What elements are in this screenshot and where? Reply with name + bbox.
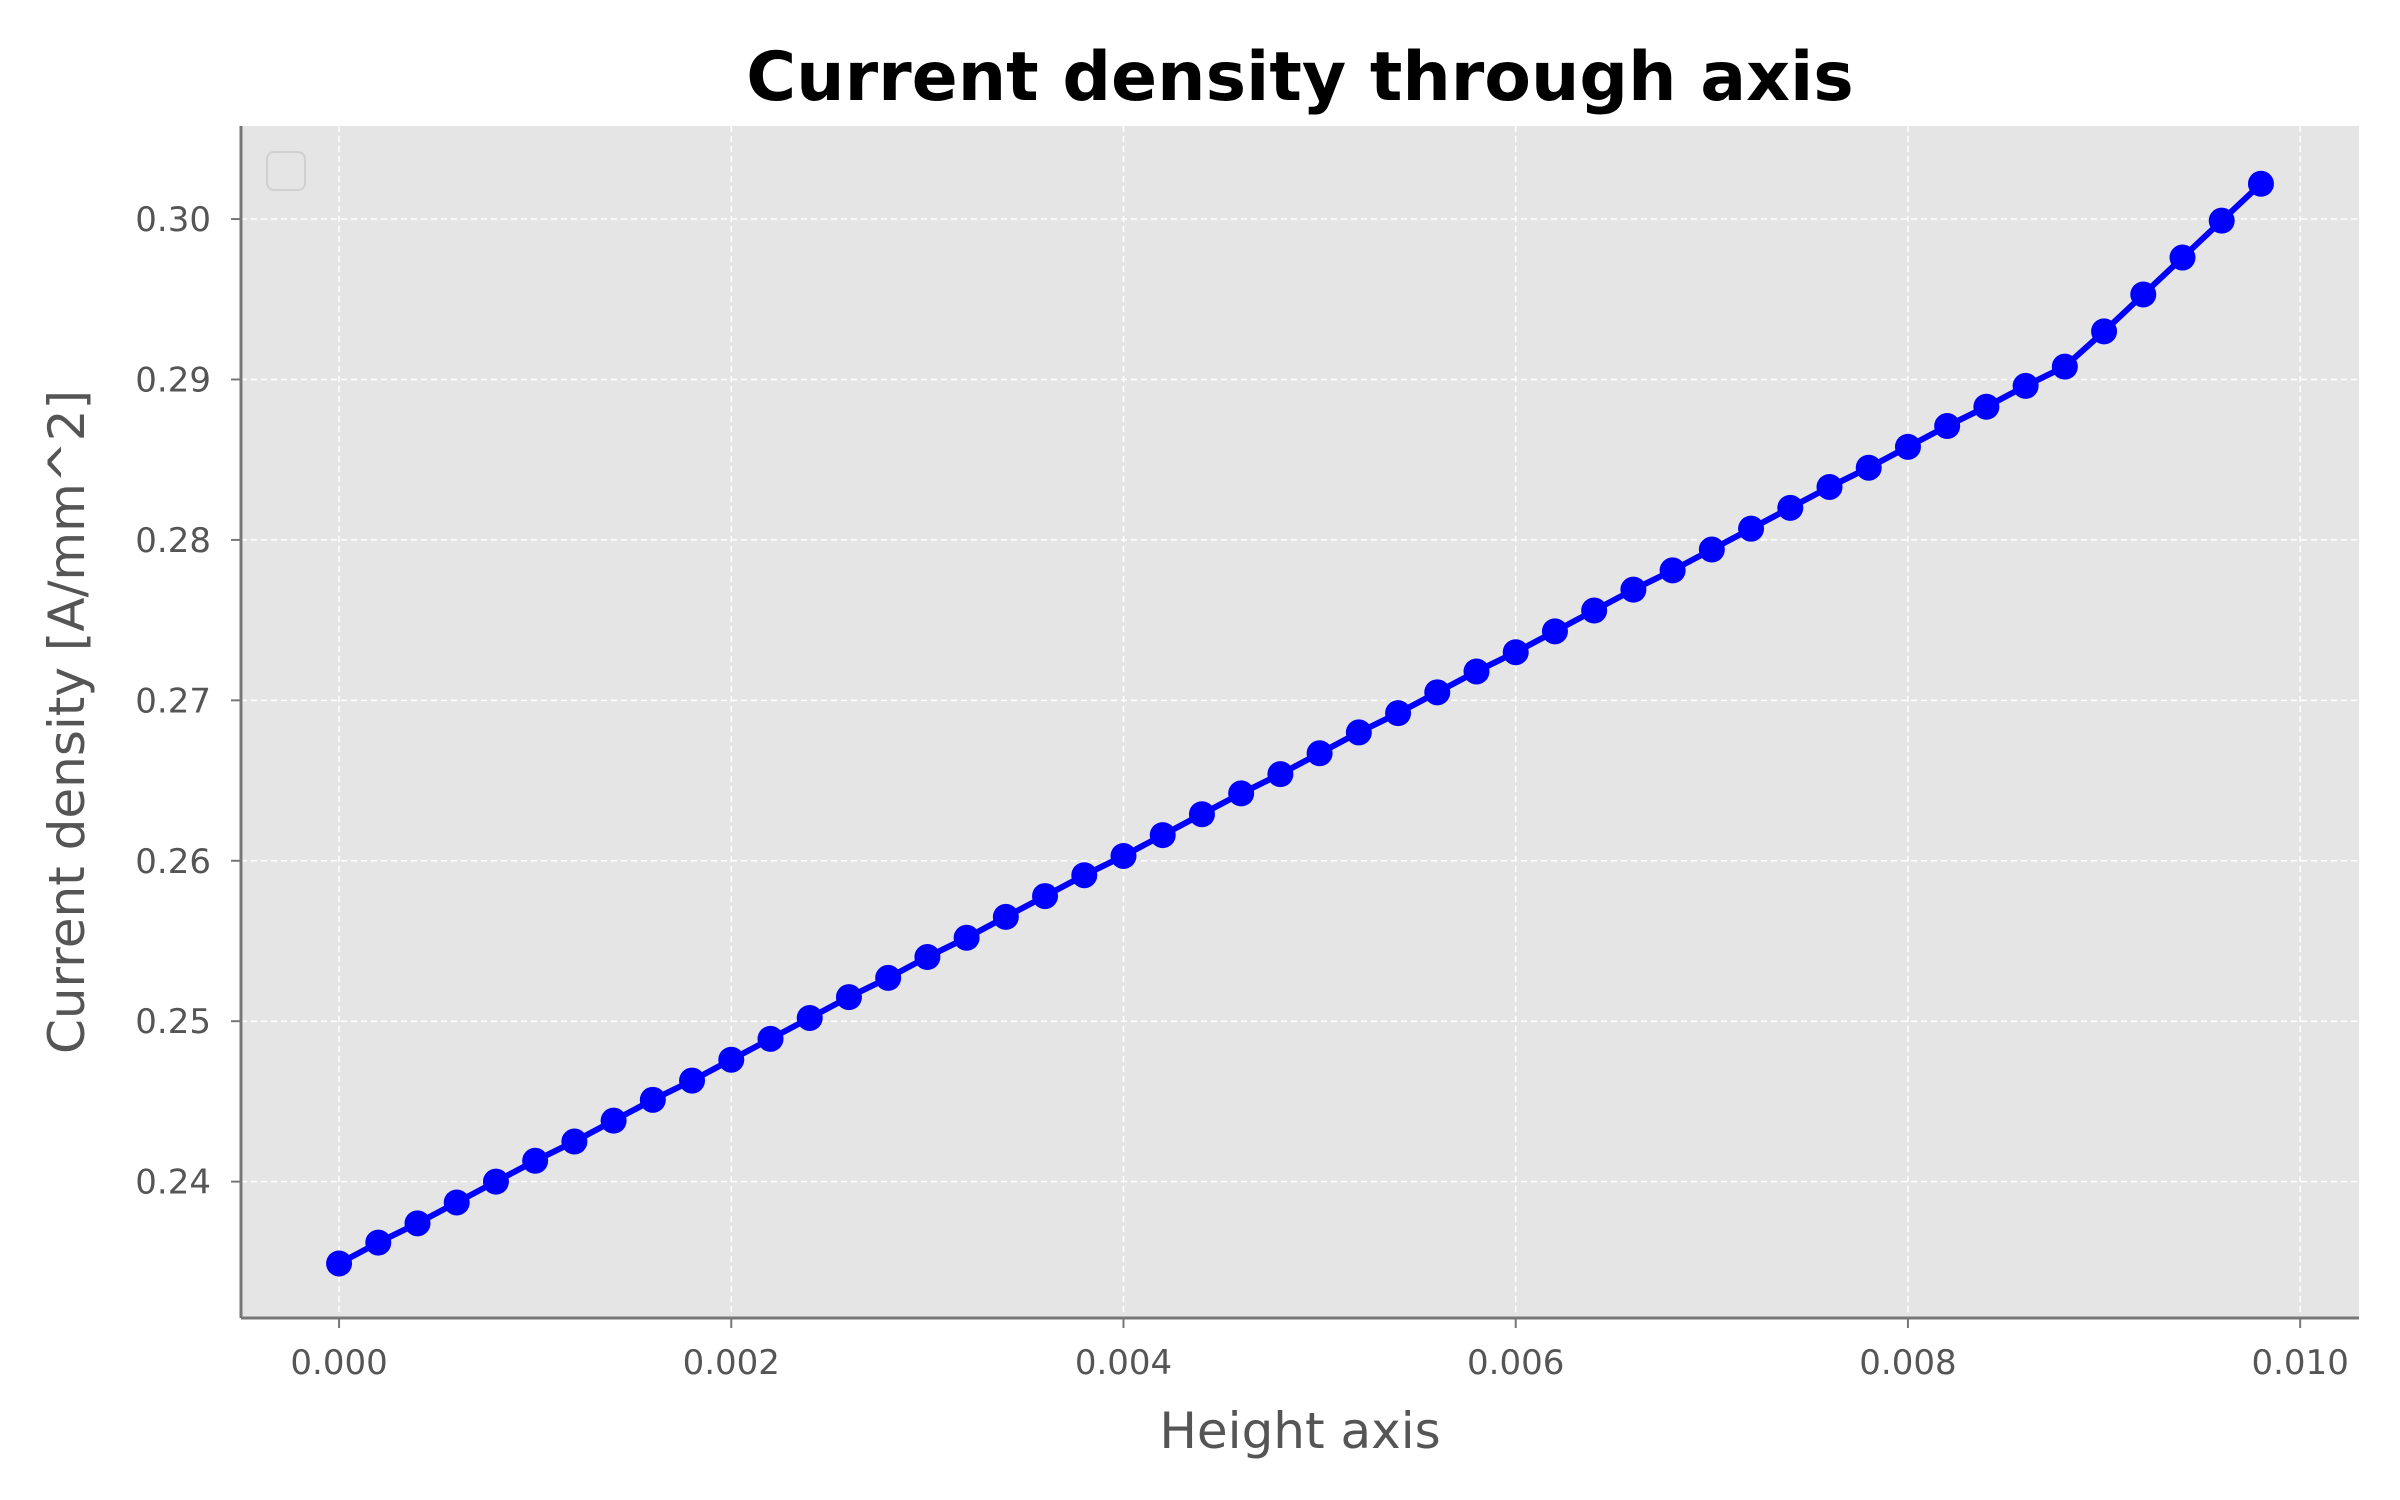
- data-point: [718, 1046, 745, 1073]
- x-tick-label: 0.010: [2251, 1343, 2348, 1383]
- data-point: [1738, 515, 1765, 542]
- y-tick-label: 0.30: [135, 200, 211, 240]
- data-point: [522, 1147, 549, 1174]
- data-point: [1620, 576, 1647, 603]
- chart-title: Current density through axis: [746, 38, 1853, 117]
- y-tick-label: 0.26: [135, 842, 211, 882]
- data-point: [1973, 393, 2000, 420]
- y-tick-label: 0.29: [135, 360, 211, 400]
- y-axis-label: Current density [A/mm^2]: [38, 390, 96, 1054]
- data-point: [1894, 433, 1921, 460]
- data-point: [365, 1229, 392, 1256]
- data-point: [2051, 353, 2078, 380]
- data-point: [1306, 740, 1333, 767]
- data-point: [2247, 170, 2274, 197]
- data-point: [1855, 454, 1882, 481]
- data-point: [1541, 618, 1568, 645]
- data-point: [1502, 639, 1529, 666]
- x-tick-label: 0.004: [1075, 1343, 1172, 1383]
- axis-ticks: 0.000 0.002 0.004 0.006 0.008 0.010 0.24 0.25 0.…: [135, 200, 2349, 1383]
- data-point: [600, 1107, 627, 1134]
- x-tick-label: 0.006: [1467, 1343, 1564, 1383]
- data-point: [326, 1250, 353, 1277]
- data-point: [1110, 842, 1137, 869]
- data-point: [1188, 801, 1215, 828]
- data-point: [1581, 597, 1608, 624]
- data-point: [1032, 883, 1059, 910]
- plot-area-background: [241, 126, 2359, 1318]
- data-point: [914, 944, 941, 971]
- legend-box: [266, 151, 306, 191]
- data-point: [2091, 318, 2118, 345]
- data-point: [1071, 862, 1098, 889]
- data-point: [835, 984, 862, 1011]
- data-point: [1659, 557, 1686, 584]
- x-tick-label: 0.008: [1859, 1343, 1956, 1383]
- axis-spines: [239, 126, 2359, 1320]
- data-point: [2169, 244, 2196, 271]
- x-tick-label: 0.002: [683, 1343, 780, 1383]
- grid-lines: [241, 126, 2359, 1318]
- data-point: [679, 1067, 706, 1094]
- data-point: [875, 964, 902, 991]
- data-point: [2012, 372, 2039, 399]
- y-tick-label: 0.28: [135, 521, 211, 561]
- data-point: [404, 1210, 431, 1237]
- data-point: [1345, 719, 1372, 746]
- data-point: [1816, 473, 1843, 500]
- data-point: [561, 1128, 588, 1155]
- data-point: [1267, 761, 1294, 788]
- data-point: [1149, 822, 1176, 849]
- data-point: [992, 903, 1019, 930]
- data-point: [482, 1168, 509, 1195]
- data-point: [1698, 536, 1725, 563]
- data-point: [2130, 281, 2157, 308]
- data-point: [1463, 658, 1490, 685]
- data-point: [639, 1086, 666, 1113]
- data-point: [443, 1189, 470, 1216]
- data-point: [1934, 413, 1961, 440]
- data-point: [2208, 207, 2235, 234]
- x-axis-label: Height axis: [1159, 1402, 1440, 1460]
- data-point: [1777, 494, 1804, 521]
- data-point: [1424, 679, 1451, 706]
- data-point: [1385, 700, 1412, 727]
- data-point: [796, 1004, 823, 1031]
- data-series: [326, 170, 2274, 1277]
- data-point: [953, 924, 980, 951]
- y-tick-label: 0.25: [135, 1002, 211, 1042]
- data-point: [1228, 780, 1255, 807]
- data-point: [757, 1025, 784, 1052]
- y-tick-label: 0.27: [135, 681, 211, 721]
- y-tick-label: 0.24: [135, 1163, 211, 1203]
- x-tick-label: 0.000: [290, 1343, 387, 1383]
